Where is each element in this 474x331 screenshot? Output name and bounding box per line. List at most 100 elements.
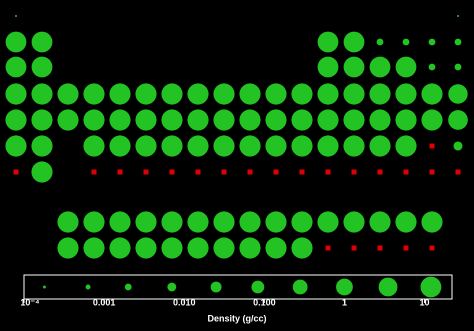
unknown-cell [403, 245, 409, 251]
element-bubble [109, 211, 131, 233]
legend-bubble [420, 276, 442, 298]
element-bubble [317, 83, 339, 105]
element-bubble [454, 38, 462, 46]
element-bubble [109, 109, 131, 131]
element-bubble [395, 83, 417, 105]
element-bubble [376, 38, 384, 46]
element-bubble [369, 83, 391, 105]
element-bubble [213, 109, 235, 131]
unknown-cell [455, 169, 461, 175]
element-bubble [161, 211, 183, 233]
element-bubble [57, 237, 79, 259]
element-bubble [109, 135, 131, 157]
element-bubble [395, 135, 417, 157]
element-bubble [369, 56, 391, 78]
element-bubble [428, 38, 436, 46]
element-bubble [57, 109, 79, 131]
unknown-cell [247, 169, 253, 175]
x-tick-label: 10⁻⁴ [20, 297, 39, 307]
x-tick-label: 0.010 [173, 297, 196, 307]
unknown-cell [403, 169, 409, 175]
element-bubble [187, 135, 209, 157]
element-bubble [31, 109, 53, 131]
unknown-cell [325, 245, 331, 251]
element-bubble [31, 56, 53, 78]
element-bubble [317, 109, 339, 131]
element-bubble [135, 109, 157, 131]
element-bubble [239, 109, 261, 131]
element-bubble [83, 237, 105, 259]
element-bubble [161, 109, 183, 131]
unknown-cell [351, 169, 357, 175]
element-bubble [135, 83, 157, 105]
element-bubble [213, 237, 235, 259]
element-bubble [135, 237, 157, 259]
element-bubble [31, 83, 53, 105]
unknown-cell [429, 245, 435, 251]
element-bubble [109, 83, 131, 105]
element-bubble [291, 237, 313, 259]
element-bubble [57, 211, 79, 233]
element-bubble [453, 141, 463, 151]
unknown-cell [325, 169, 331, 175]
element-bubble [265, 135, 287, 157]
x-tick-label: 1 [342, 297, 347, 307]
element-bubble [343, 135, 365, 157]
legend-bubble [378, 277, 398, 297]
element-bubble [317, 31, 339, 53]
element-bubble [291, 135, 313, 157]
unknown-cell [377, 169, 383, 175]
element-bubble [369, 109, 391, 131]
unknown-cell [377, 245, 383, 251]
element-bubble [57, 83, 79, 105]
element-bubble [343, 31, 365, 53]
element-bubble [187, 211, 209, 233]
legend-bubble [292, 279, 308, 295]
element-bubble [239, 135, 261, 157]
element-bubble [15, 15, 17, 17]
element-bubble [239, 211, 261, 233]
element-bubble [291, 109, 313, 131]
element-bubble [239, 83, 261, 105]
element-bubble [5, 83, 27, 105]
legend-bubble [251, 280, 265, 294]
element-bubble [135, 211, 157, 233]
unknown-cell [299, 169, 305, 175]
element-bubble [265, 83, 287, 105]
unknown-cell [429, 169, 435, 175]
element-bubble [457, 15, 459, 17]
element-bubble [428, 63, 436, 71]
element-bubble [343, 56, 365, 78]
element-bubble [291, 211, 313, 233]
element-bubble [421, 83, 443, 105]
element-bubble [5, 31, 27, 53]
legend-bubble [210, 281, 222, 293]
unknown-cell [351, 245, 357, 251]
element-bubble [317, 56, 339, 78]
element-bubble [369, 135, 391, 157]
element-bubble [343, 211, 365, 233]
element-bubble [187, 83, 209, 105]
element-bubble [395, 211, 417, 233]
element-bubble [161, 83, 183, 105]
element-bubble [343, 83, 365, 105]
element-bubble [161, 135, 183, 157]
element-bubble [135, 135, 157, 157]
element-bubble [83, 211, 105, 233]
element-bubble [265, 109, 287, 131]
element-bubble [343, 109, 365, 131]
element-bubble [448, 110, 468, 130]
element-bubble [5, 135, 27, 157]
element-bubble [31, 161, 53, 183]
element-bubble [213, 135, 235, 157]
element-bubble [5, 109, 27, 131]
legend-bubble [167, 282, 177, 292]
unknown-cell [195, 169, 201, 175]
x-tick-label: 0.100 [253, 297, 276, 307]
unknown-cell [169, 169, 175, 175]
unknown-cell [13, 169, 19, 175]
element-bubble [83, 135, 105, 157]
legend-bubble [42, 285, 46, 289]
element-bubble [213, 211, 235, 233]
